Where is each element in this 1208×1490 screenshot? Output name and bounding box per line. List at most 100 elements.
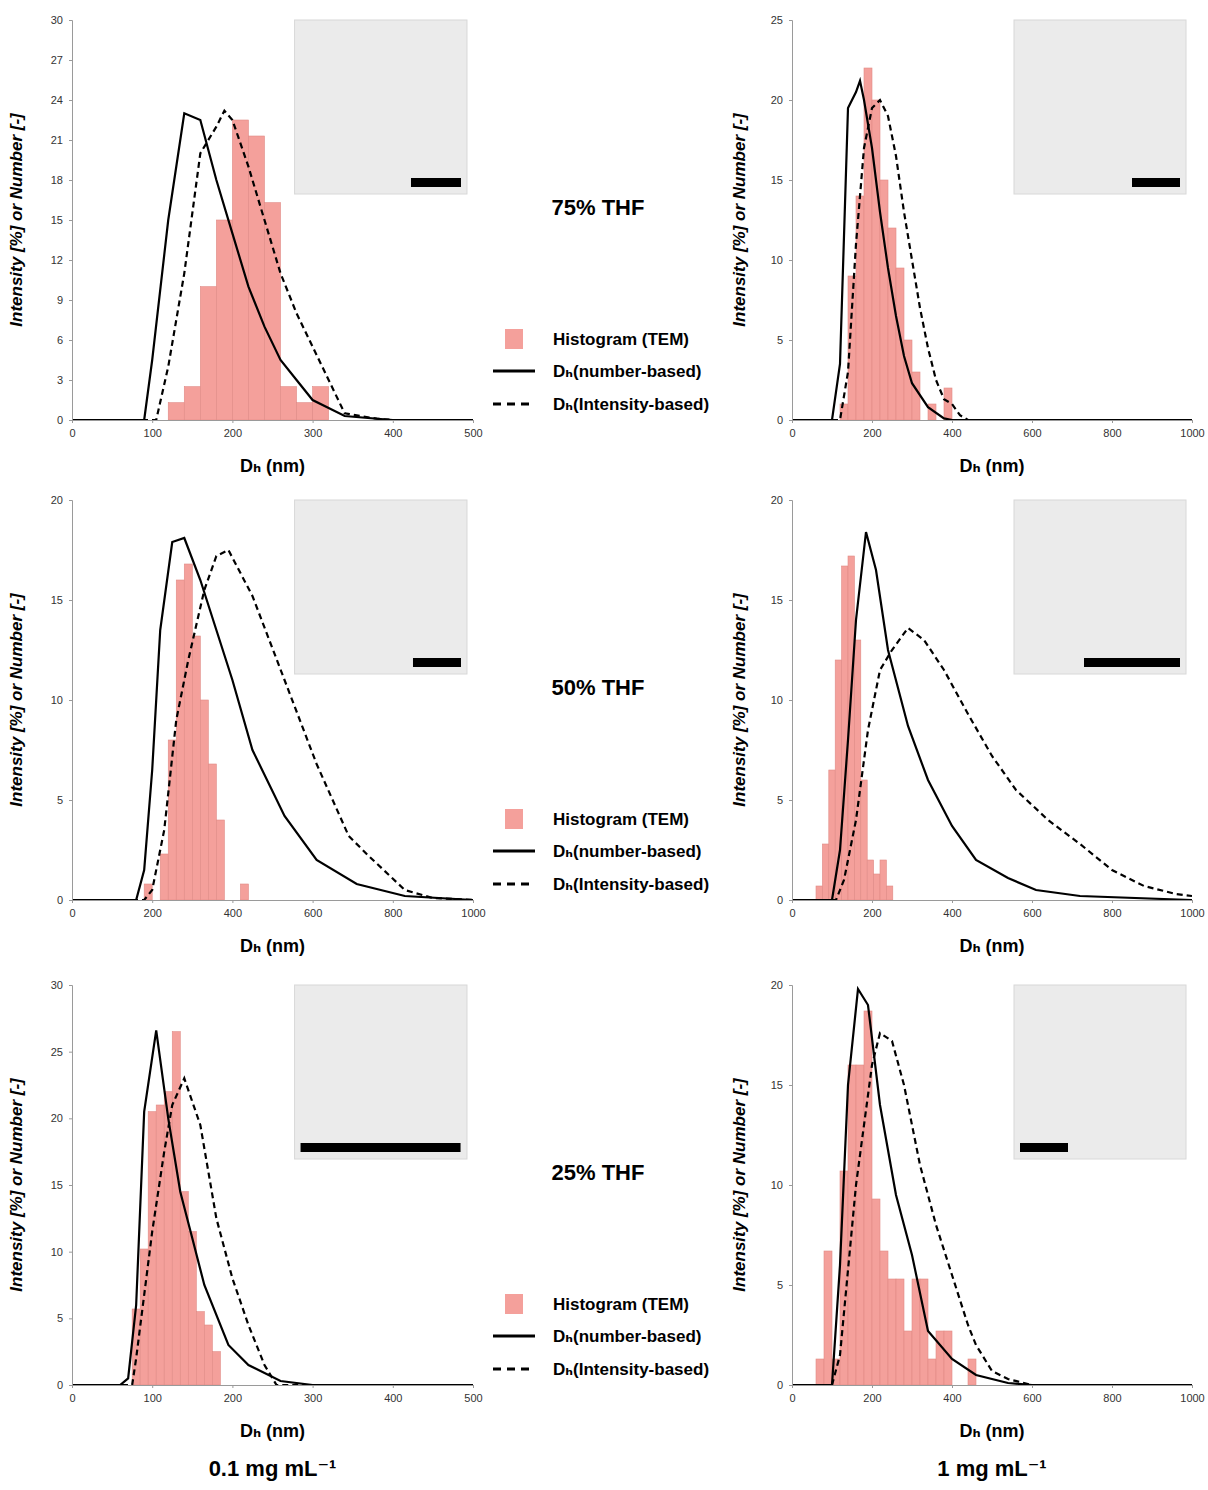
tick-label: 400 [943, 1392, 961, 1404]
tick-label: 5 [777, 334, 783, 346]
tick-label: 0 [69, 907, 75, 919]
x-axis-title: Dₕ (nm) [240, 1421, 305, 1441]
axis-line [73, 901, 474, 904]
histogram-bar [216, 220, 232, 420]
legend-label: Dₕ(number-based) [553, 1327, 701, 1346]
histogram-bar [281, 387, 297, 420]
tick-mark [69, 900, 72, 901]
tick-mark [1032, 420, 1033, 423]
tick: 400 [384, 1385, 402, 1404]
histogram-bar [856, 196, 864, 420]
histogram-bar [861, 780, 867, 900]
tick: 200 [224, 420, 242, 439]
tick-label: 0 [69, 427, 75, 439]
legend-label: Dₕ(Intensity-based) [553, 875, 709, 894]
tick-label: 100 [144, 427, 162, 439]
histogram-bar [822, 844, 828, 900]
column-label: 1 mg mL⁻¹ [937, 1456, 1046, 1481]
tick-mark [393, 900, 394, 903]
tick: 10 [771, 694, 792, 706]
tick: 20 [51, 494, 72, 506]
tick-label: 600 [1023, 427, 1041, 439]
histogram-bar [168, 403, 184, 420]
tick: 27 [51, 54, 72, 66]
tick-mark [473, 900, 474, 903]
tick: 400 [384, 420, 402, 439]
tick-mark [789, 420, 792, 421]
tick-label: 400 [384, 427, 402, 439]
tick-mark [789, 600, 792, 601]
tick-mark [69, 380, 72, 381]
histogram-bar [872, 1199, 880, 1385]
panel: 020040060080010000510152025Dₕ (nm)Intens… [730, 14, 1205, 476]
tick-label: 400 [384, 1392, 402, 1404]
histogram-bar [200, 700, 208, 900]
scale-bar [1020, 1143, 1068, 1152]
distribution-line [792, 989, 1192, 1385]
tick: 200 [224, 1385, 242, 1404]
plot-area [72, 538, 473, 900]
tick-label: 400 [224, 907, 242, 919]
y-axis: 05101520 [51, 494, 73, 906]
tick: 0 [777, 414, 792, 426]
tick-label: 0 [777, 894, 783, 906]
tick-mark [313, 420, 314, 423]
tick-label: 15 [51, 1179, 63, 1191]
tick-label: 0 [789, 427, 795, 439]
tick: 6 [57, 334, 72, 346]
tick-mark [152, 1385, 153, 1388]
tick-mark [872, 1385, 873, 1388]
tem-inset [1014, 500, 1186, 674]
tick-label: 20 [51, 494, 63, 506]
tick: 15 [771, 1079, 792, 1091]
distribution-line [72, 111, 473, 420]
histogram-bar [204, 1325, 212, 1385]
tick: 20 [771, 979, 792, 991]
tick: 25 [51, 1046, 72, 1058]
tick-mark [1112, 900, 1113, 903]
distribution-line [792, 100, 1192, 420]
axis-line [73, 1386, 474, 1389]
scale-bar [1132, 178, 1180, 187]
tick-mark [789, 1385, 792, 1386]
x-axis: 0100200300400500 [69, 420, 482, 439]
tick-mark [232, 1385, 233, 1388]
panel: 0200400600800100005101520Dₕ (nm)Intensit… [7, 494, 486, 956]
tick: 24 [51, 94, 72, 106]
tick-mark [789, 800, 792, 801]
tick: 200 [863, 900, 881, 919]
tick-label: 10 [771, 694, 783, 706]
tick: 500 [464, 420, 482, 439]
tick: 200 [863, 1385, 881, 1404]
row-label: 50% THF [552, 675, 645, 700]
tick: 100 [144, 1385, 162, 1404]
legend-label: Dₕ(number-based) [553, 362, 701, 381]
tick: 800 [1103, 420, 1121, 439]
tick-label: 9 [57, 294, 63, 306]
tick-label: 5 [777, 794, 783, 806]
row-label: 25% THF [552, 1160, 645, 1185]
histogram-bar [936, 420, 944, 421]
tick-label: 20 [771, 979, 783, 991]
histogram-bar [192, 636, 200, 900]
legend-symbol [493, 403, 535, 406]
y-axis: 05101520 [771, 494, 793, 906]
tick-label: 0 [777, 1379, 783, 1391]
tick-label: 800 [1103, 907, 1121, 919]
tick-mark [872, 900, 873, 903]
tick-mark [313, 900, 314, 903]
tick-label: 600 [1023, 1392, 1041, 1404]
tick: 200 [863, 420, 881, 439]
x-axis: 0100200300400500 [69, 1385, 482, 1404]
tick-label: 200 [863, 1392, 881, 1404]
histogram-bar [184, 564, 192, 900]
tick-mark [69, 500, 72, 501]
tick: 800 [384, 900, 402, 919]
histogram-bar [216, 820, 224, 900]
tick-label: 800 [384, 907, 402, 919]
tick-mark [69, 140, 72, 141]
tick: 0 [789, 900, 795, 919]
axis-line [73, 421, 474, 424]
tick-label: 800 [1103, 1392, 1121, 1404]
tick: 30 [51, 979, 72, 991]
